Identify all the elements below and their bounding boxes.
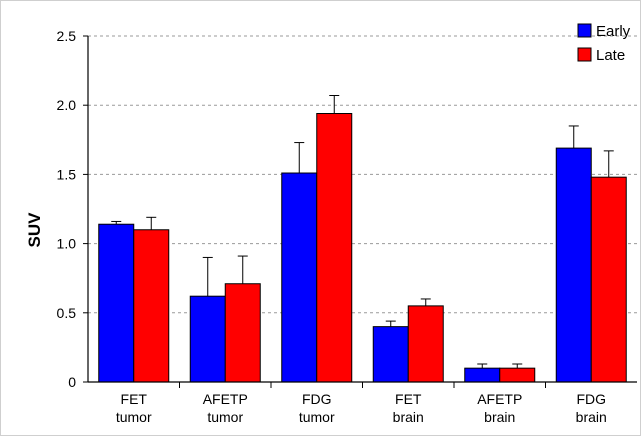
legend-swatch-late [577, 47, 592, 62]
bar-early [372, 326, 409, 383]
legend-swatch-early [577, 23, 592, 38]
x-tick-label: AFETP [203, 391, 248, 407]
error-bars [111, 95, 614, 369]
x-tick-label: FDG [576, 391, 606, 407]
bar-late [499, 367, 536, 383]
x-tick-label: tumor [116, 409, 152, 425]
bar-early [281, 172, 318, 383]
x-tick-label: tumor [207, 409, 243, 425]
bar-early [189, 295, 226, 383]
y-tick-label: 1.0 [57, 236, 77, 252]
bar-late [224, 283, 261, 383]
x-tick-label: FET [121, 391, 148, 407]
bar-late [590, 176, 627, 383]
x-tick-label: brain [393, 409, 424, 425]
bar-early [464, 367, 501, 383]
x-tick-label: brain [484, 409, 515, 425]
legend-label-late: Late [596, 47, 625, 64]
bar-late [316, 113, 353, 383]
y-tick-label: 0 [68, 374, 76, 390]
legend: Early Late [577, 23, 631, 64]
y-tick-label: 2.0 [57, 97, 77, 113]
x-tick-label: FDG [302, 391, 332, 407]
legend-label-early: Early [596, 23, 631, 40]
bars [98, 113, 627, 383]
x-tick-label: FET [395, 391, 422, 407]
gridlines [83, 35, 637, 383]
y-tick-label: 0.5 [57, 305, 77, 321]
x-tick-labels: FET tumor AFETP tumor FDG tumor FET brain AFETP b… [116, 391, 607, 425]
y-tick-label: 2.5 [57, 28, 77, 44]
axes [87, 36, 637, 388]
bar-late [407, 305, 444, 383]
y-tick-labels: 0 0.5 1.0 1.5 2.0 2.5 [57, 28, 77, 390]
bar-early [555, 147, 592, 383]
y-tick-label: 1.5 [57, 166, 77, 182]
y-axis-label: SUV [25, 212, 44, 248]
x-tick-label: brain [576, 409, 607, 425]
bar-early [98, 223, 135, 383]
bar-late [133, 229, 170, 383]
x-tick-label: tumor [299, 409, 335, 425]
x-tick-label: AFETP [477, 391, 522, 407]
